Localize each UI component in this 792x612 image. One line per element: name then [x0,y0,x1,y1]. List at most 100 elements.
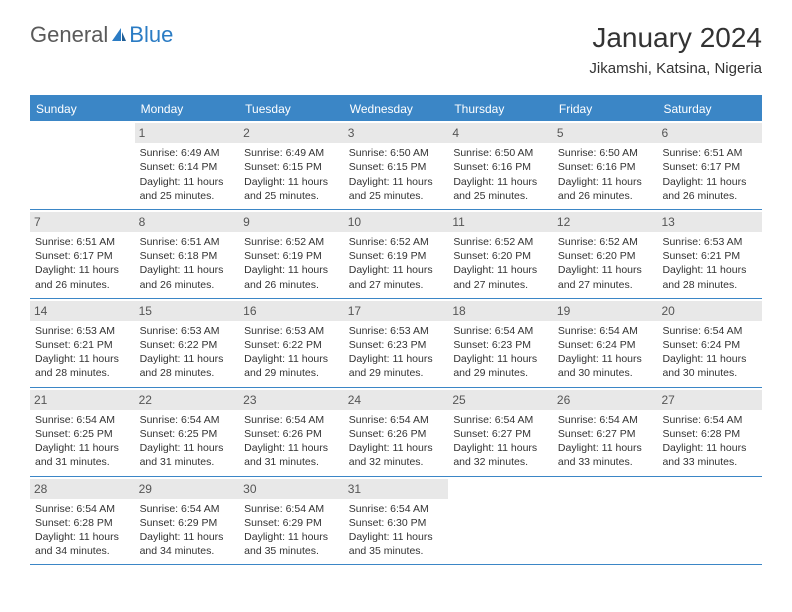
day-empty [657,477,762,565]
day-25: 25Sunrise: 6:54 AMSunset: 6:27 PMDayligh… [448,388,553,476]
day-29: 29Sunrise: 6:54 AMSunset: 6:29 PMDayligh… [135,477,240,565]
sunrise-line: Sunrise: 6:53 AM [140,324,235,338]
daylight-line: Daylight: 11 hours and 30 minutes. [662,352,757,380]
day-info: Sunrise: 6:54 AMSunset: 6:24 PMDaylight:… [661,324,758,381]
sunrise-line: Sunrise: 6:53 AM [662,235,757,249]
daylight-line: Daylight: 11 hours and 30 minutes. [558,352,653,380]
sunset-line: Sunset: 6:17 PM [35,249,130,263]
day-number: 10 [344,212,449,232]
day-number: 28 [30,479,135,499]
sunset-line: Sunset: 6:28 PM [662,427,757,441]
sunrise-line: Sunrise: 6:52 AM [244,235,339,249]
sunset-line: Sunset: 6:21 PM [35,338,130,352]
sunset-line: Sunset: 6:20 PM [558,249,653,263]
daylight-line: Daylight: 11 hours and 28 minutes. [35,352,130,380]
sunset-line: Sunset: 6:14 PM [140,160,235,174]
sunrise-line: Sunrise: 6:54 AM [244,413,339,427]
day-number: 19 [553,301,658,321]
sunrise-line: Sunrise: 6:51 AM [140,235,235,249]
daylight-line: Daylight: 11 hours and 28 minutes. [140,352,235,380]
daylight-line: Daylight: 11 hours and 34 minutes. [140,530,235,558]
daylight-line: Daylight: 11 hours and 27 minutes. [453,263,548,291]
day-number: 6 [657,123,762,143]
day-number: 30 [239,479,344,499]
dow-friday: Friday [553,97,658,121]
sunrise-line: Sunrise: 6:54 AM [662,413,757,427]
day-number: 3 [344,123,449,143]
daylight-line: Daylight: 11 hours and 29 minutes. [349,352,444,380]
day-21: 21 Sunrise: 6:54 AMSunset: 6:25 PMDayligh… [30,388,135,476]
sunrise-line: Sunrise: 6:50 AM [453,146,548,160]
day-info: Sunrise: 6:54 AMSunset: 6:25 PMDaylight:… [34,413,131,470]
day-info: Sunrise: 6:53 AMSunset: 6:21 PMDaylight:… [34,324,131,381]
sunrise-line: Sunrise: 6:54 AM [140,413,235,427]
day-number: 31 [344,479,449,499]
day-info: Sunrise: 6:50 AMSunset: 6:16 PMDaylight:… [452,146,549,203]
daylight-line: Daylight: 11 hours and 33 minutes. [558,441,653,469]
day-empty [553,477,658,565]
sunset-line: Sunset: 6:19 PM [349,249,444,263]
sunrise-line: Sunrise: 6:51 AM [35,235,130,249]
day-number: 27 [657,390,762,410]
dow-tuesday: Tuesday [239,97,344,121]
day-12: 12Sunrise: 6:52 AMSunset: 6:20 PMDayligh… [553,210,658,298]
sunset-line: Sunset: 6:27 PM [558,427,653,441]
day-30: 30Sunrise: 6:54 AMSunset: 6:29 PMDayligh… [239,477,344,565]
daylight-line: Daylight: 11 hours and 26 minutes. [558,175,653,203]
sunset-line: Sunset: 6:20 PM [453,249,548,263]
sunset-line: Sunset: 6:23 PM [453,338,548,352]
day-10: 10 Sunrise: 6:52 AMSunset: 6:19 PMDayligh… [344,210,449,298]
daylight-line: Daylight: 11 hours and 25 minutes. [140,175,235,203]
dow-sunday: Sunday [30,97,135,121]
sunrise-line: Sunrise: 6:53 AM [35,324,130,338]
day-number: 22 [135,390,240,410]
logo-sail-icon [110,26,128,44]
day-number: 21 [30,390,135,410]
day-info: Sunrise: 6:51 AMSunset: 6:18 PMDaylight:… [139,235,236,292]
month-title: January 2024 [589,22,762,54]
day-number: 7 [30,212,135,232]
day-number: 4 [448,123,553,143]
daylight-line: Daylight: 11 hours and 27 minutes. [349,263,444,291]
day-20: 20Sunrise: 6:54 AMSunset: 6:24 PMDayligh… [657,299,762,387]
sunrise-line: Sunrise: 6:54 AM [349,502,444,516]
sunrise-line: Sunrise: 6:52 AM [349,235,444,249]
sunset-line: Sunset: 6:30 PM [349,516,444,530]
day-info: Sunrise: 6:54 AMSunset: 6:28 PMDaylight:… [661,413,758,470]
daylight-line: Daylight: 11 hours and 26 minutes. [244,263,339,291]
logo-text-general: General [30,22,108,48]
sunrise-line: Sunrise: 6:52 AM [558,235,653,249]
sunset-line: Sunset: 6:16 PM [558,160,653,174]
day-info: Sunrise: 6:54 AMSunset: 6:23 PMDaylight:… [452,324,549,381]
day-number: 8 [135,212,240,232]
daylight-line: Daylight: 11 hours and 25 minutes. [244,175,339,203]
day-9: 9Sunrise: 6:52 AMSunset: 6:19 PMDaylight… [239,210,344,298]
day-info: Sunrise: 6:49 AMSunset: 6:14 PMDaylight:… [139,146,236,203]
day-number: 2 [239,123,344,143]
day-7: 7Sunrise: 6:51 AMSunset: 6:17 PMDaylight… [30,210,135,298]
sunset-line: Sunset: 6:22 PM [244,338,339,352]
day-24: 24Sunrise: 6:54 AMSunset: 6:26 PMDayligh… [344,388,449,476]
daylight-line: Daylight: 11 hours and 33 minutes. [662,441,757,469]
day-info: Sunrise: 6:53 AMSunset: 6:21 PMDaylight:… [661,235,758,292]
sunrise-line: Sunrise: 6:50 AM [349,146,444,160]
dow-saturday: Saturday [657,97,762,121]
daylight-line: Daylight: 11 hours and 32 minutes. [349,441,444,469]
day-number: 11 [448,212,553,232]
day-15: 15 Sunrise: 6:53 AMSunset: 6:22 PMDayligh… [135,299,240,387]
day-13: 13Sunrise: 6:53 AMSunset: 6:21 PMDayligh… [657,210,762,298]
day-info: Sunrise: 6:53 AMSunset: 6:22 PMDaylight:… [139,324,236,381]
sunset-line: Sunset: 6:15 PM [244,160,339,174]
sunset-line: Sunset: 6:23 PM [349,338,444,352]
day-3: 3Sunrise: 6:50 AMSunset: 6:15 PMDaylight… [344,121,449,209]
day-number: 25 [448,390,553,410]
daylight-line: Daylight: 11 hours and 25 minutes. [453,175,548,203]
logo-text-blue: Blue [129,22,173,48]
day-info: Sunrise: 6:50 AMSunset: 6:16 PMDaylight:… [557,146,654,203]
sunset-line: Sunset: 6:26 PM [349,427,444,441]
day-27: 27 Sunrise: 6:54 AMSunset: 6:28 PMDayligh… [657,388,762,476]
day-info: Sunrise: 6:49 AMSunset: 6:15 PMDaylight:… [243,146,340,203]
day-28: 28Sunrise: 6:54 AMSunset: 6:28 PMDayligh… [30,477,135,565]
day-info: Sunrise: 6:53 AMSunset: 6:22 PMDaylight:… [243,324,340,381]
day-number: 15 [135,301,240,321]
